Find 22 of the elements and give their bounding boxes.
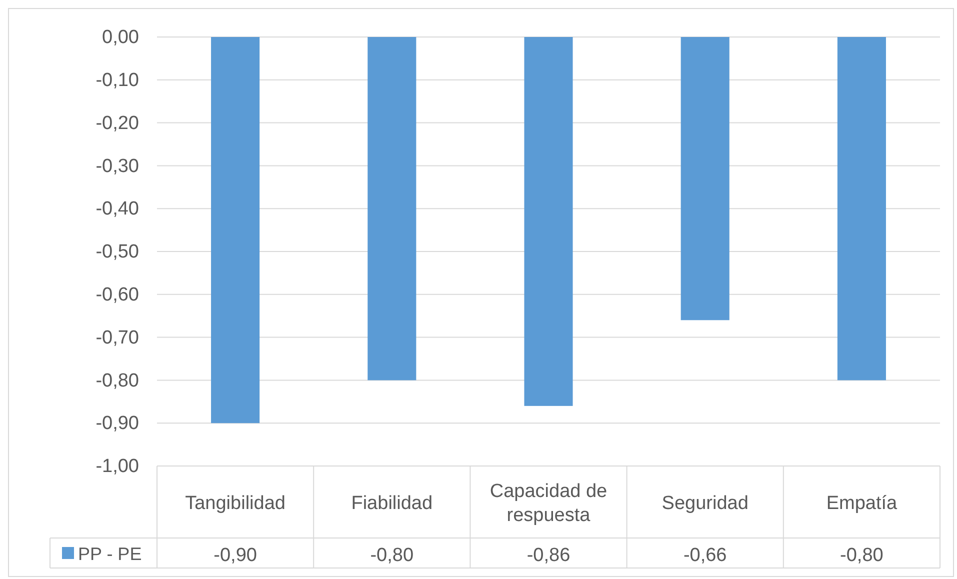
y-tick-label: -0,50 [96, 242, 139, 263]
data-label: -0,86 [526, 545, 570, 566]
data-label: -0,66 [683, 545, 727, 566]
y-tick-label: -0,60 [96, 284, 139, 306]
y-tick-label: -0,90 [96, 413, 139, 434]
x-tick-label: Capacidad de respuesta [490, 481, 608, 526]
y-tick-label: -0,70 [96, 327, 139, 348]
y-tick-label: -0,80 [96, 370, 139, 392]
legend-label: PP - PE [78, 544, 142, 564]
y-tick-label: -1,00 [96, 456, 139, 478]
y-tick-label: -0,10 [96, 70, 139, 91]
data-label: -0,90 [214, 545, 257, 566]
y-tick-label: -0,30 [96, 156, 139, 177]
x-tick-label: Seguridad [662, 493, 748, 514]
x-tick-label: Tangibilidad [185, 493, 286, 514]
y-tick-label: 0,00 [102, 27, 139, 48]
y-tick-label: -0,20 [96, 112, 139, 134]
data-label: -0,80 [370, 545, 414, 566]
data-label: -0,80 [840, 545, 884, 566]
x-tick-label: Fiabilidad [351, 493, 433, 514]
y-tick-label: -0,40 [96, 198, 139, 220]
x-tick-label: Empatía [826, 493, 898, 514]
